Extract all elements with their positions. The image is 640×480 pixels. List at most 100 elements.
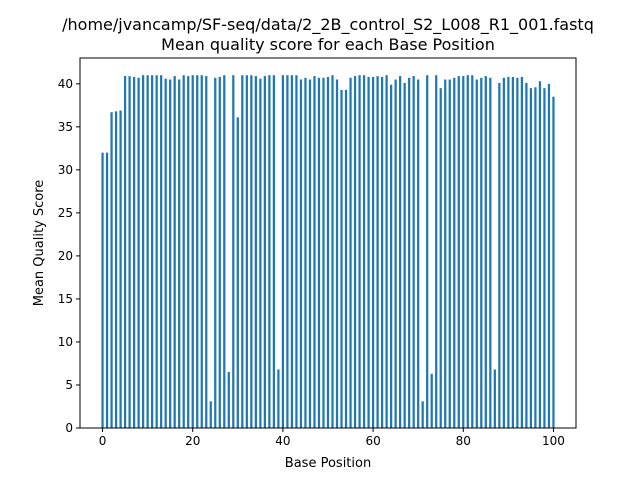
bar-65: [394, 79, 397, 428]
bar-36: [263, 76, 266, 428]
x-tick-label: 60: [365, 434, 380, 448]
bar-92: [516, 77, 519, 428]
bar-73: [430, 373, 433, 428]
bar-94: [525, 82, 528, 428]
bar-3: [114, 111, 118, 428]
bar-78: [453, 77, 456, 428]
bar-27: [223, 75, 226, 429]
bars-group: [101, 75, 555, 429]
bar-46: [308, 79, 312, 428]
bar-68: [408, 77, 411, 428]
bar-34: [254, 76, 257, 428]
y-tick-label: 20: [58, 249, 73, 263]
bar-81: [466, 75, 469, 429]
bar-98: [543, 88, 546, 429]
bar-6: [128, 76, 131, 428]
bar-39: [277, 369, 280, 428]
bar-42: [290, 75, 294, 429]
bar-25: [214, 77, 217, 428]
bar-48: [317, 77, 321, 428]
bar-56: [353, 76, 357, 428]
bar-10: [146, 75, 149, 429]
y-axis-ticks: 0 5 10 15 20 25 30 35 40: [58, 77, 80, 435]
bar-57: [358, 75, 361, 429]
bar-61: [376, 76, 379, 428]
bar-31: [241, 75, 244, 429]
bar-19: [187, 76, 190, 428]
x-tick-label: 0: [99, 434, 107, 448]
bar-58: [362, 75, 366, 429]
bar-37: [268, 75, 271, 429]
bar-76: [444, 79, 447, 428]
y-axis-label: Mean Quality Score: [32, 180, 47, 307]
bar-80: [462, 76, 465, 428]
y-tick-label: 30: [58, 163, 73, 177]
bar-18: [182, 75, 185, 429]
bar-86: [489, 77, 492, 428]
bar-83: [475, 79, 478, 428]
bar-14: [164, 78, 167, 429]
bar-4: [119, 110, 122, 429]
bar-16: [173, 76, 176, 428]
y-tick-label: 15: [58, 292, 73, 306]
y-tick-label: 35: [58, 120, 73, 134]
y-tick-label: 25: [58, 206, 73, 220]
bar-60: [371, 76, 375, 429]
bar-64: [390, 84, 393, 429]
bar-2: [110, 112, 113, 429]
bar-70: [417, 79, 420, 428]
bar-7: [132, 76, 136, 429]
y-tick-label: 5: [65, 378, 73, 392]
bar-49: [322, 77, 325, 428]
bar-54: [344, 89, 348, 428]
bar-44: [299, 79, 303, 428]
bar-74: [435, 75, 438, 429]
bar-67: [403, 82, 406, 428]
bar-5: [123, 76, 127, 428]
bar-23: [205, 76, 208, 428]
bar-30: [236, 117, 239, 429]
x-axis-label: Base Position: [285, 456, 371, 471]
bar-66: [399, 76, 402, 428]
bar-32: [245, 75, 248, 429]
x-tick-label: 40: [275, 434, 290, 448]
bar-55: [349, 77, 352, 428]
bar-95: [529, 88, 533, 429]
bar-24: [209, 401, 212, 428]
bar-85: [484, 76, 487, 428]
bar-89: [502, 77, 505, 428]
bar-52: [335, 79, 339, 428]
bar-45: [304, 77, 307, 428]
bar-12: [155, 75, 158, 429]
bar-82: [471, 75, 474, 429]
bar-0: [101, 152, 104, 428]
chart-subtitle: Mean quality score for each Base Positio…: [161, 35, 495, 54]
bar-41: [286, 75, 289, 429]
bar-50: [326, 76, 330, 429]
bar-8: [137, 77, 140, 428]
bar-53: [340, 89, 343, 428]
bar-75: [439, 88, 442, 429]
bar-77: [448, 79, 451, 428]
bar-38: [272, 75, 276, 429]
bar-47: [313, 76, 316, 428]
bar-59: [367, 76, 370, 429]
bar-100: [552, 96, 555, 428]
bar-22: [200, 75, 203, 429]
bar-79: [457, 76, 460, 428]
bar-43: [295, 75, 298, 429]
bar-29: [232, 75, 235, 429]
bar-97: [538, 81, 542, 428]
y-tick-label: 0: [65, 421, 73, 435]
bar-84: [480, 77, 483, 428]
bar-28: [227, 372, 230, 428]
x-tick-label: 80: [456, 434, 471, 448]
bar-40: [281, 75, 285, 429]
x-axis-ticks: 0 20 40 60 80 100: [99, 428, 565, 448]
bar-33: [250, 75, 253, 429]
chart-title: /home/jvancamp/SF-seq/data/2_2B_control_…: [62, 15, 594, 35]
bar-63: [385, 75, 388, 429]
y-tick-label: 10: [58, 335, 73, 349]
